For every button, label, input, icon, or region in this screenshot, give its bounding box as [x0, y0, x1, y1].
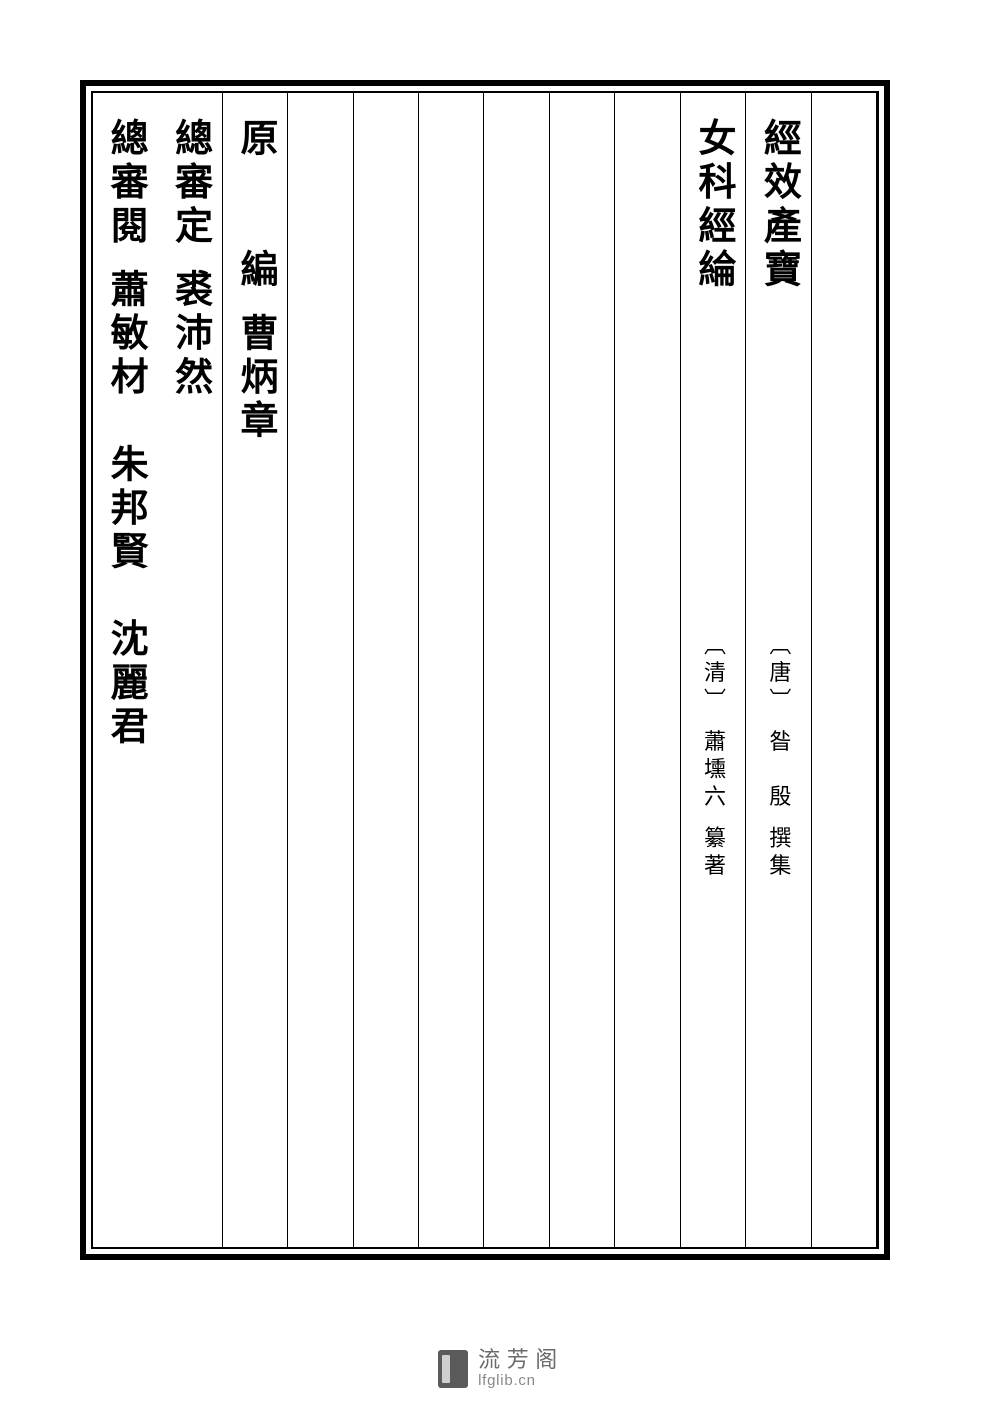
book-title-1: 經效產寶 — [759, 118, 797, 293]
author-role: 撰集 — [766, 826, 791, 881]
editor-role-original: 原 編曹炳章 — [236, 118, 274, 444]
column-1 — [812, 93, 877, 1247]
author-role: 纂著 — [701, 826, 726, 881]
reviewer-role-read: 總審閱蕭敏材 朱邦賢 沈麗君 — [106, 118, 144, 750]
role-label: 總審閱 — [104, 118, 146, 249]
dynasty-label: 〔清〕 — [701, 633, 726, 716]
watermark-text: 流芳阁 lfglib.cn — [478, 1348, 564, 1389]
column-12: 總審閱蕭敏材 朱邦賢 沈麗君 — [93, 93, 157, 1247]
column-2: 經效產寶 〔唐〕昝 殷撰集 — [746, 93, 811, 1247]
watermark-book-icon — [438, 1350, 468, 1388]
column-9 — [288, 93, 353, 1247]
column-7 — [419, 93, 484, 1247]
column-6 — [484, 93, 549, 1247]
column-8 — [354, 93, 419, 1247]
column-3: 女科經綸 〔清〕蕭壎六纂著 — [681, 93, 746, 1247]
attribution-1: 〔唐〕昝 殷撰集 — [767, 633, 789, 881]
reviewer-role-final: 總審定裘沛然 — [171, 118, 209, 400]
dynasty-label: 〔唐〕 — [766, 633, 791, 716]
editor-name: 曹炳章 — [234, 313, 276, 444]
column-10: 原 編曹炳章 — [223, 93, 288, 1247]
watermark: 流芳阁 lfglib.cn — [0, 1348, 1002, 1389]
page-outer-frame: 經效產寶 〔唐〕昝 殷撰集 女科經綸 〔清〕蕭壎六纂著 原 編曹炳章 — [80, 80, 890, 1260]
column-5 — [550, 93, 615, 1247]
column-4 — [615, 93, 680, 1247]
author-name: 蕭壎六 — [701, 730, 726, 813]
role-label: 總審定 — [169, 118, 211, 249]
reviewer-name: 裘沛然 — [169, 269, 211, 400]
attribution-2: 〔清〕蕭壎六纂著 — [702, 633, 724, 881]
book-title-2: 女科經綸 — [694, 118, 732, 293]
watermark-en: lfglib.cn — [478, 1373, 536, 1390]
watermark-cn: 流芳阁 — [478, 1348, 564, 1372]
reviewer-names: 蕭敏材 朱邦賢 沈麗君 — [104, 269, 146, 750]
column-11: 總審定裘沛然 — [157, 93, 222, 1247]
author-name: 昝 殷 — [766, 730, 791, 813]
role-label: 原 編 — [234, 118, 276, 293]
page-inner-frame: 經效產寶 〔唐〕昝 殷撰集 女科經綸 〔清〕蕭壎六纂著 原 編曹炳章 — [91, 91, 879, 1249]
